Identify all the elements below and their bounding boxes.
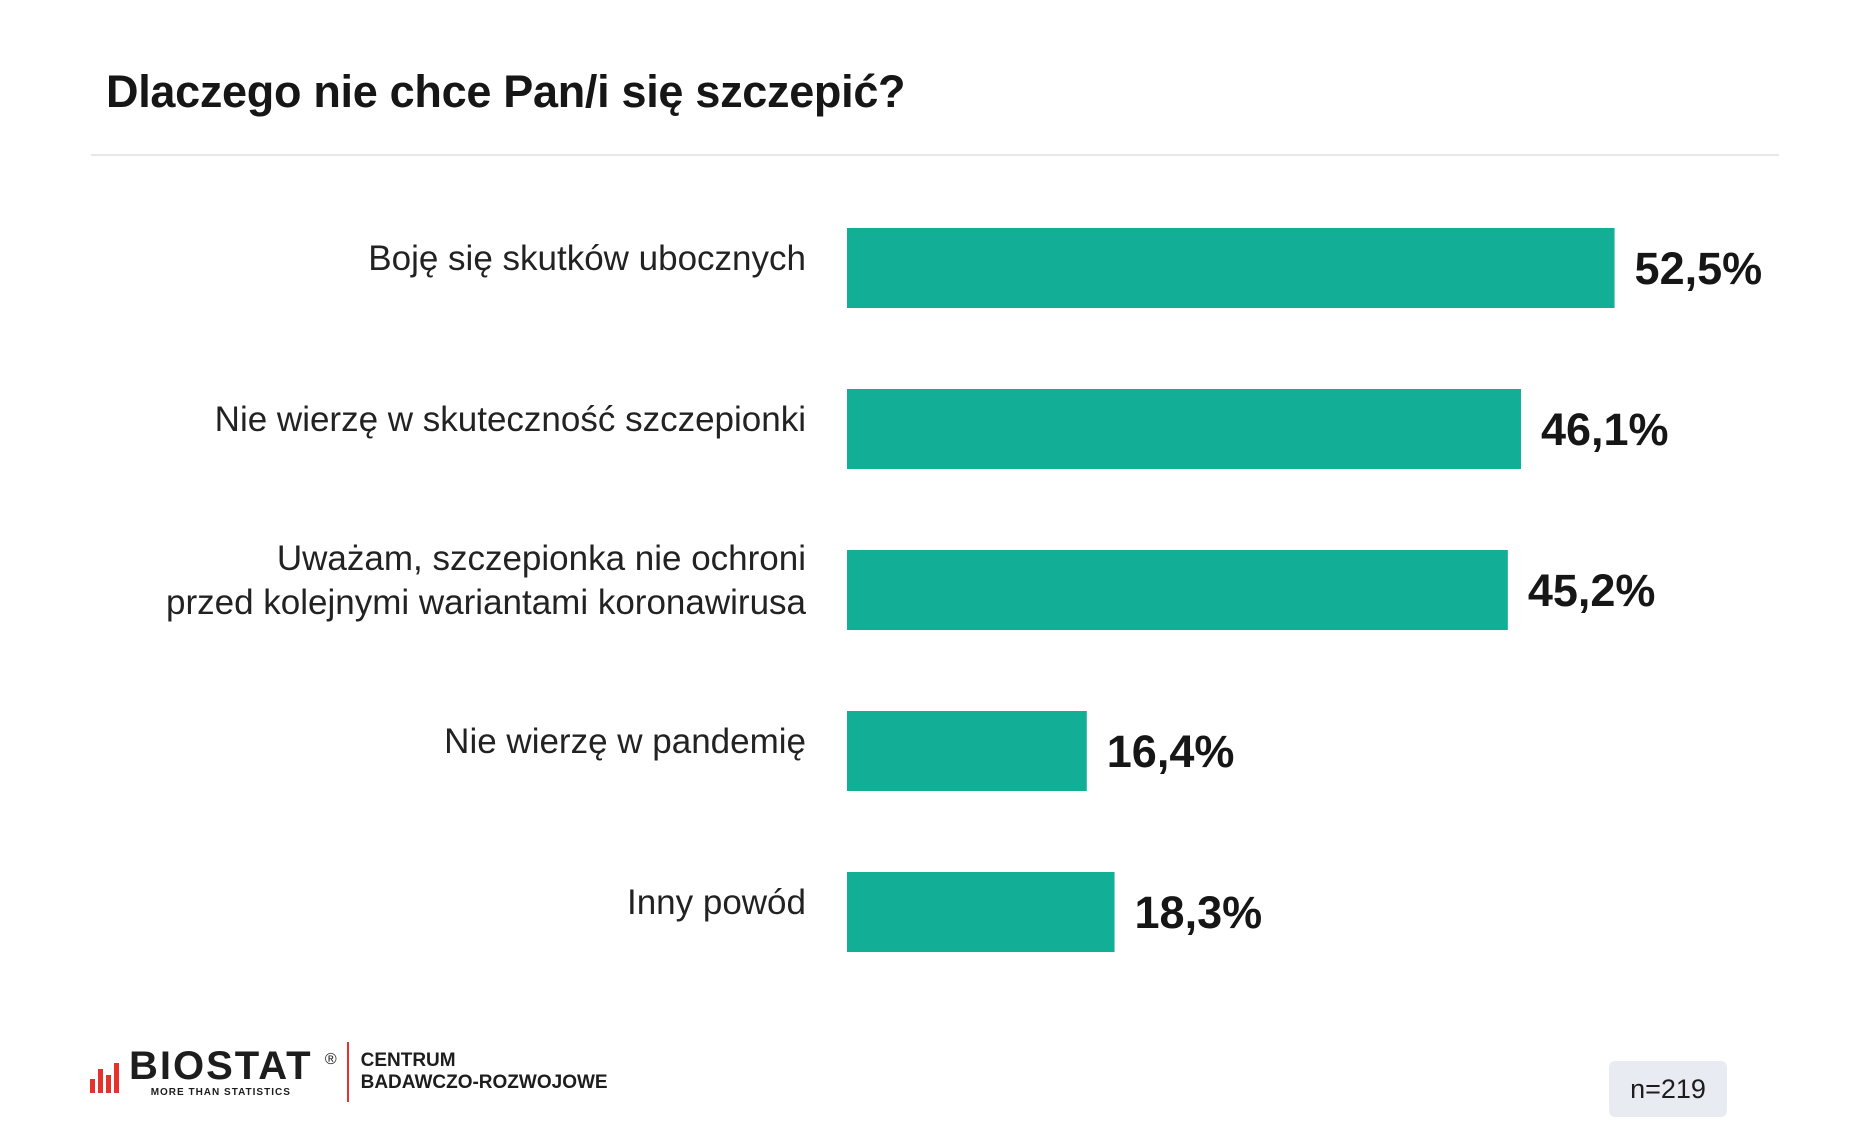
logo-tagline: MORE THAN STATISTICS xyxy=(150,1086,291,1098)
bar-2 xyxy=(847,389,1521,469)
category-label-3-line-1: Uważam, szczepionka nie ochroni xyxy=(277,539,806,578)
logo-center-name: CENTRUM BADAWCZO-ROZWOJOWE xyxy=(361,1050,608,1094)
value-label-5: 18,3% xyxy=(1135,887,1263,938)
value-label-3: 45,2% xyxy=(1528,565,1656,616)
logo-separator xyxy=(346,1042,349,1102)
logo-name-text: BIOSTAT xyxy=(129,1043,313,1088)
logo-wordmark: BIOSTAT ® MORE THAN STATISTICS xyxy=(129,1043,337,1098)
logo-bars-icon xyxy=(90,1057,119,1093)
bar-5 xyxy=(847,872,1115,952)
category-label-4: Nie wierzę w pandemię xyxy=(444,722,806,761)
bar-1 xyxy=(847,228,1615,308)
value-label-1: 52,5% xyxy=(1635,243,1763,294)
value-label-4: 16,4% xyxy=(1107,726,1235,777)
bar-3 xyxy=(847,550,1508,630)
category-label-3-line-2: przed kolejnymi wariantami koronawirusa xyxy=(166,583,807,622)
biostat-logo: BIOSTAT ® MORE THAN STATISTICS CENTRUM BA… xyxy=(90,1040,608,1104)
bar-4 xyxy=(847,711,1087,791)
logo-center-line1: CENTRUM xyxy=(360,1050,456,1071)
category-label-1: Boję się skutków ubocznych xyxy=(368,239,806,278)
logo-name: BIOSTAT ® xyxy=(129,1043,337,1088)
page-title: Dlaczego nie chce Pan/i się szczepić? xyxy=(106,66,906,117)
category-label-2: Nie wierzę w skuteczność szczepionki xyxy=(215,400,806,439)
category-label-5: Inny powód xyxy=(627,883,806,922)
title-divider xyxy=(91,154,1779,156)
logo-registered-mark: ® xyxy=(324,1050,337,1068)
value-label-2: 46,1% xyxy=(1541,404,1669,455)
bar-chart: 52,5% Boję się skutków ubocznych 46,1% Nie … xyxy=(166,228,1763,952)
logo-center-line2: BADAWCZO-ROZWOJOWE xyxy=(360,1072,608,1093)
sample-size-badge: n=219 xyxy=(1609,1061,1727,1117)
